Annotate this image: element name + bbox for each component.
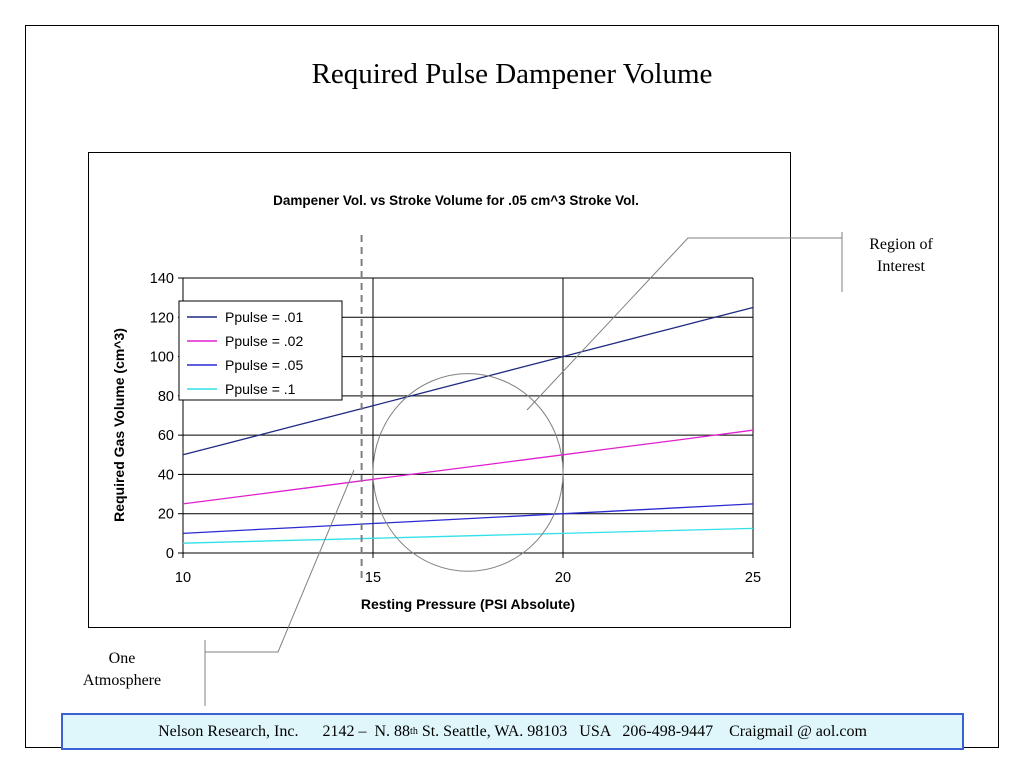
atm-label-line2: Atmosphere	[82, 672, 162, 689]
atm-label-line1: One	[108, 650, 136, 667]
x-tick-label: 10	[175, 570, 191, 586]
region-label-line1: Region of	[869, 236, 933, 253]
chart-title: Dampener Vol. vs Stroke Volume for .05 c…	[273, 193, 639, 208]
footer-company: Nelson Research, Inc.	[158, 722, 299, 740]
legend-entry-2: Ppulse = .02	[225, 333, 303, 349]
y-tick-label: 40	[158, 467, 174, 483]
series-line-2	[182, 429, 754, 505]
y-tick-label: 120	[150, 310, 174, 326]
y-tick-label: 60	[158, 428, 174, 444]
legend: Ppulse = .01 Ppulse = .02 Ppulse = .05 Ppul…	[178, 300, 343, 401]
region-of-interest-label: Region of Interest	[846, 234, 956, 278]
series-line-1	[182, 306, 754, 456]
series-layer	[182, 306, 754, 544]
y-axis-label: Required Gas Volume (cm^3)	[111, 328, 127, 522]
y-tick-label: 100	[150, 350, 174, 366]
series-line-3	[182, 503, 754, 535]
footer-address-a: 2142 – N. 88	[322, 722, 411, 740]
x-axis-label: Resting Pressure (PSI Absolute)	[361, 596, 575, 612]
region-of-interest-circle	[372, 373, 564, 572]
region-callout-leader	[526, 237, 842, 411]
y-tick-label: 140	[150, 271, 174, 287]
atmosphere-callout-leader	[205, 469, 355, 653]
legend-entry-4: Ppulse = .1	[225, 381, 296, 397]
footer-address-sup: th	[410, 726, 418, 737]
region-label-line2: Interest	[877, 258, 925, 275]
one-atmosphere-label: One Atmosphere	[62, 648, 182, 692]
legend-entry-3: Ppulse = .05	[225, 357, 303, 373]
y-tick-label: 0	[166, 546, 174, 562]
footer-address-b: St. Seattle, WA. 98103 USA 206-498-9447 …	[417, 722, 867, 740]
tick-labels: 0 20 40 60 80 100 120 140 10 15 20 25	[150, 271, 761, 586]
slide-title: Required Pulse Dampener Volume	[311, 58, 713, 90]
legend-entry-1: Ppulse = .01	[225, 309, 303, 325]
series-line-4	[182, 527, 754, 544]
x-tick-label: 25	[745, 570, 761, 586]
y-tick-label: 80	[158, 389, 174, 405]
x-tick-label: 20	[555, 570, 571, 586]
annotation-layer	[204, 232, 843, 706]
x-tick-label: 15	[365, 570, 381, 586]
y-tick-label: 20	[158, 507, 174, 523]
